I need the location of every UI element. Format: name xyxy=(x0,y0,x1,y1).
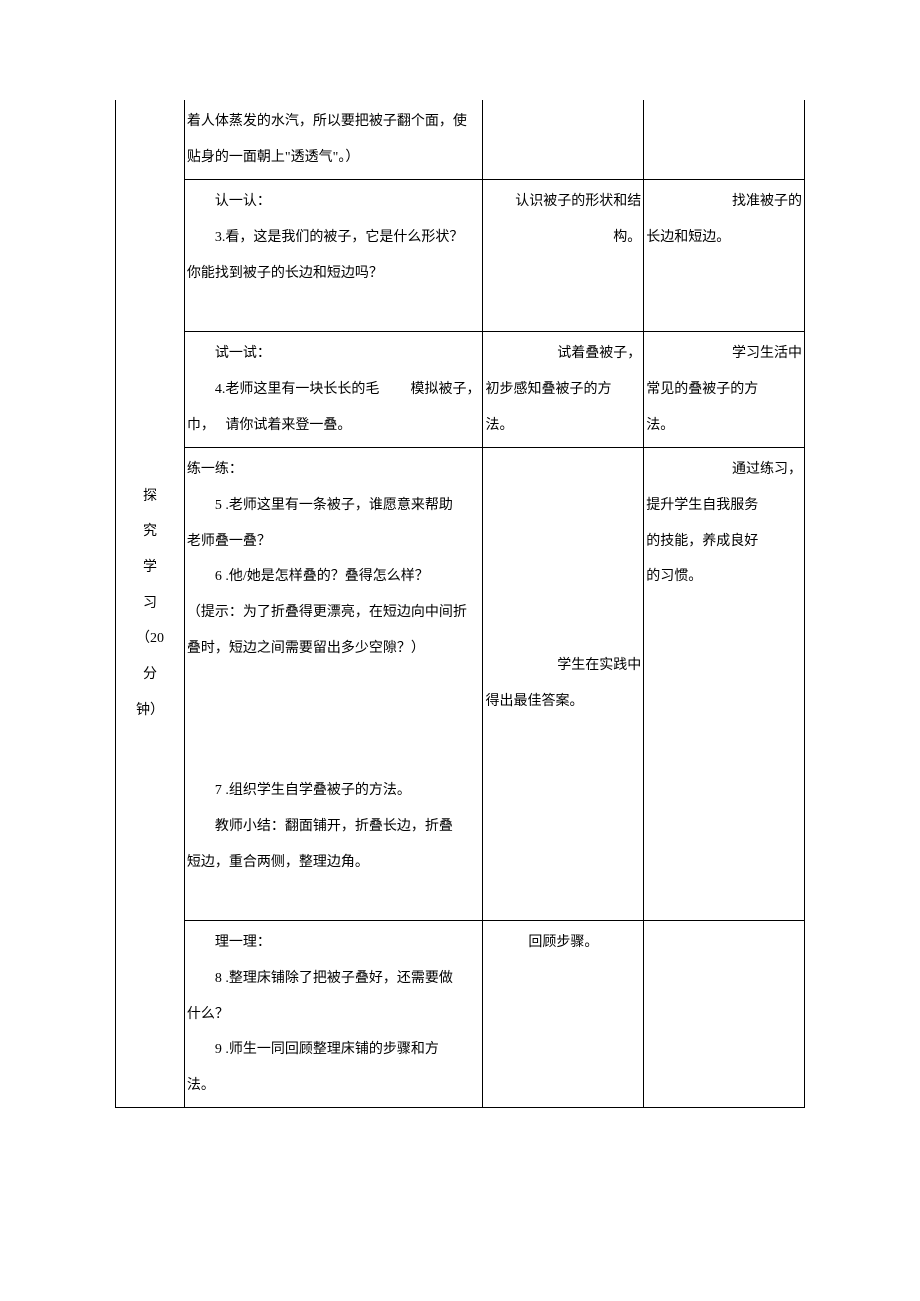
stage-label-line: 究 xyxy=(124,514,176,550)
text-line: 的技能，养成良好 xyxy=(646,524,802,560)
text-line: 贴身的一面朝上"透透气"。） xyxy=(187,140,481,176)
text-line: 的习惯。 xyxy=(646,559,802,595)
teacher-activity-cell: 认一认： 3.看，这是我们的被子，它是什么形状？ 你能找到被子的长边和短边吗？ xyxy=(184,180,483,332)
text-line: 试一试： xyxy=(187,336,481,372)
text-line: 理一理： xyxy=(187,925,481,961)
text-line: 回顾步骤。 xyxy=(485,925,641,961)
design-intent-cell: 找准被子的 长边和短边。 xyxy=(644,180,805,332)
teacher-activity-cell: 练一练： 5 .老师这里有一条被子，谁愿意来帮助 老师叠一叠？ 6 .他/她是怎… xyxy=(184,448,483,921)
text-line: 3.看，这是我们的被子，它是什么形状？ xyxy=(187,220,481,256)
text-line: 9 .师生一同回顾整理床铺的步骤和方 xyxy=(187,1032,481,1068)
text-line: 6 .他/她是怎样叠的？叠得怎么样？ xyxy=(187,559,481,595)
table-row: 理一理： 8 .整理床铺除了把被子叠好，还需要做 什么？ 9 .师生一同回顾整理… xyxy=(116,921,805,1108)
text-line: 教师小结：翻面铺开，折叠长边，折叠 xyxy=(187,809,481,845)
text-line: 学生在实践中 xyxy=(485,648,641,684)
text-line: 初步感知叠被子的方 xyxy=(485,372,641,408)
text-line: 学习生活中 xyxy=(646,336,802,372)
text-line: 7 .组织学生自学叠被子的方法。 xyxy=(187,773,481,809)
text-line: 得出最佳答案。 xyxy=(485,684,641,720)
table-row: 练一练： 5 .老师这里有一条被子，谁愿意来帮助 老师叠一叠？ 6 .他/她是怎… xyxy=(116,448,805,921)
stage-label-line: 钟） xyxy=(124,693,176,729)
teacher-activity-cell: 试一试： 4.老师这里有一块长长的毛 模拟被子， 巾， 请你试着来登一叠。 xyxy=(184,332,483,448)
text-line: 常见的叠被子的方 xyxy=(646,372,802,408)
text-line: 着人体蒸发的水汽，所以要把被子翻个面，使 xyxy=(187,104,481,140)
table-row: 试一试： 4.老师这里有一块长长的毛 模拟被子， 巾， 请你试着来登一叠。 试着… xyxy=(116,332,805,448)
text-line: 法。 xyxy=(187,1068,481,1104)
student-activity-cell: 认识被子的形状和结 构。 xyxy=(483,180,644,332)
text-line: 法。 xyxy=(485,408,641,444)
text-line: 叠时，短边之间需要留出多少空隙？） xyxy=(187,631,481,667)
text-line xyxy=(187,880,481,916)
text-line: 提升学生自我服务 xyxy=(646,488,802,524)
text-line: 认一认： xyxy=(187,184,481,220)
text-line: 8 .整理床铺除了把被子叠好，还需要做 xyxy=(187,961,481,997)
text-line: （提示：为了折叠得更漂亮，在短边向中间折 xyxy=(187,595,481,631)
stage-label-line: 分 xyxy=(124,657,176,693)
text-line: 通过练习， xyxy=(646,452,802,488)
text-line xyxy=(187,291,481,327)
text-line: 4.老师这里有一块长长的毛 模拟被子， xyxy=(187,372,481,408)
text-line: 老师叠一叠？ xyxy=(187,524,481,560)
design-intent-cell xyxy=(644,921,805,1108)
stage-label-line: 学 xyxy=(124,550,176,586)
text-line: 什么？ xyxy=(187,997,481,1033)
student-activity-cell: 试着叠被子， 初步感知叠被子的方 法。 xyxy=(483,332,644,448)
text-line: 长边和短边。 xyxy=(646,220,802,256)
student-activity-cell: 学生在实践中 得出最佳答案。 xyxy=(483,448,644,921)
stage-label-line: 习 xyxy=(124,586,176,622)
table-row: 认一认： 3.看，这是我们的被子，它是什么形状？ 你能找到被子的长边和短边吗？ … xyxy=(116,180,805,332)
text-line: 构。 xyxy=(485,220,641,256)
design-intent-cell xyxy=(644,100,805,180)
text-line xyxy=(187,702,481,738)
text-line xyxy=(187,666,481,702)
teacher-activity-cell: 着人体蒸发的水汽，所以要把被子翻个面，使 贴身的一面朝上"透透气"。） xyxy=(184,100,483,180)
text-line: 法。 xyxy=(646,408,802,444)
text-line: 5 .老师这里有一条被子，谁愿意来帮助 xyxy=(187,488,481,524)
text-line: 你能找到被子的长边和短边吗？ xyxy=(187,256,481,292)
text-line: 找准被子的 xyxy=(646,184,802,220)
design-intent-cell: 通过练习， 提升学生自我服务 的技能，养成良好 的习惯。 xyxy=(644,448,805,921)
text-line: 巾， 请你试着来登一叠。 xyxy=(187,408,481,444)
text-line: 短边，重合两侧，整理边角。 xyxy=(187,845,481,881)
stage-label-line: 探 xyxy=(124,479,176,515)
text-line xyxy=(187,738,481,774)
text-line: 认识被子的形状和结 xyxy=(485,184,641,220)
design-intent-cell: 学习生活中 常见的叠被子的方 法。 xyxy=(644,332,805,448)
stage-label-cell: 探 究 学 习 （20 分 钟） xyxy=(116,100,185,1108)
text-line: 试着叠被子， xyxy=(485,336,641,372)
student-activity-cell: 回顾步骤。 xyxy=(483,921,644,1108)
student-activity-cell xyxy=(483,100,644,180)
table-row: 探 究 学 习 （20 分 钟） 着人体蒸发的水汽，所以要把被子翻个面，使 贴身… xyxy=(116,100,805,180)
text-line: 练一练： xyxy=(187,452,481,488)
lesson-plan-table: 探 究 学 习 （20 分 钟） 着人体蒸发的水汽，所以要把被子翻个面，使 贴身… xyxy=(115,100,805,1108)
table-bottom-border xyxy=(115,1107,805,1108)
stage-label-line: （20 xyxy=(124,621,176,657)
teacher-activity-cell: 理一理： 8 .整理床铺除了把被子叠好，还需要做 什么？ 9 .师生一同回顾整理… xyxy=(184,921,483,1108)
